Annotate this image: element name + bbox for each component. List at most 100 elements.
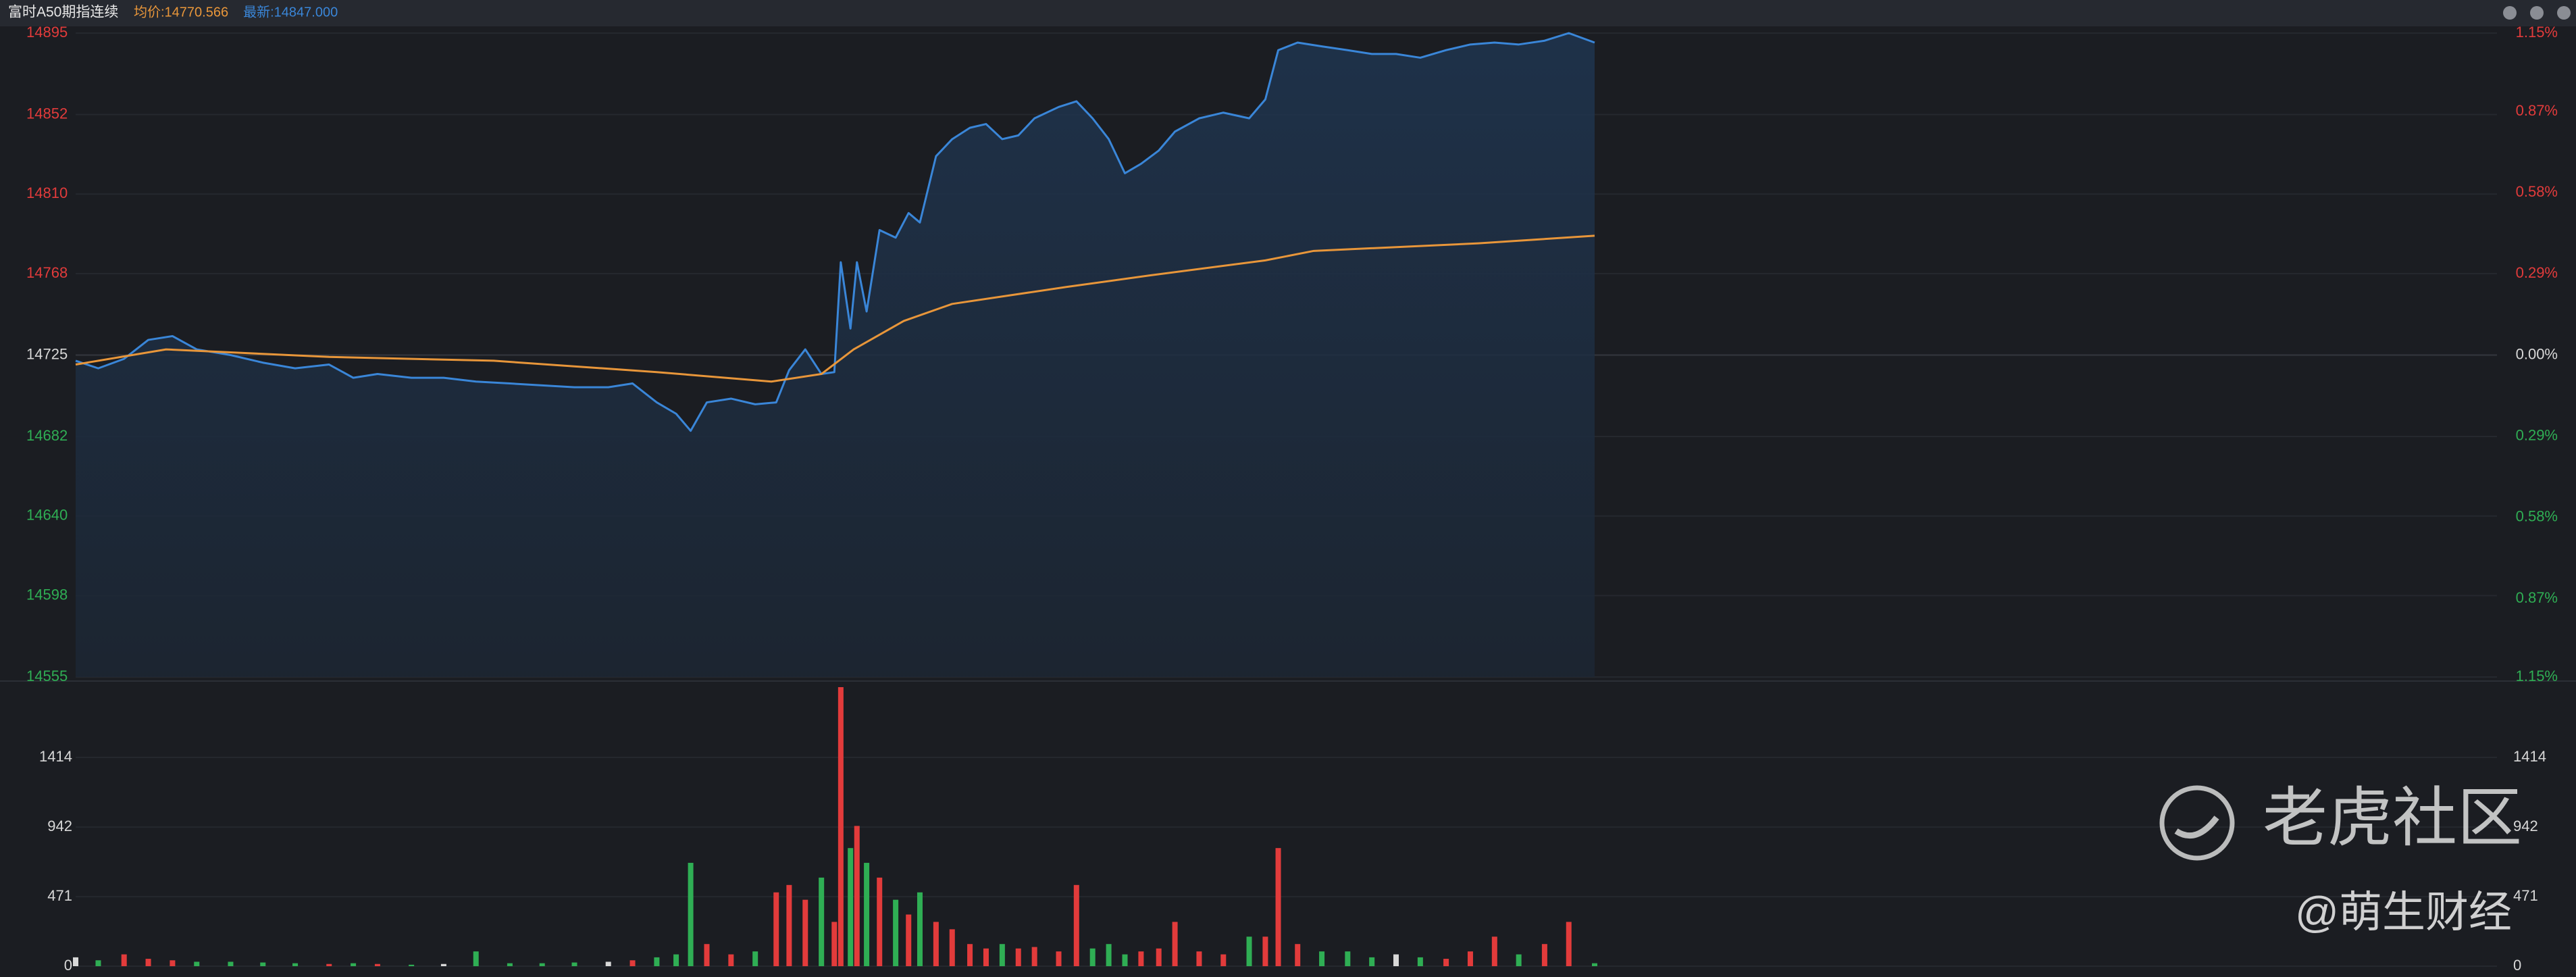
volume-tick-label: 1414 bbox=[39, 748, 72, 765]
volume-bar bbox=[1443, 959, 1449, 966]
volume-bar bbox=[1056, 951, 1062, 966]
volume-tick-label-right: 942 bbox=[2513, 818, 2538, 834]
volume-bar bbox=[688, 863, 694, 966]
volume-bar bbox=[1172, 922, 1178, 966]
volume-bar bbox=[1106, 944, 1112, 966]
volume-bar bbox=[440, 963, 446, 966]
chart-title: 富时A50期指连续 bbox=[8, 5, 118, 20]
volume-bar bbox=[374, 963, 380, 966]
volume-bar bbox=[1566, 922, 1572, 966]
header-bar bbox=[0, 0, 2576, 26]
y-tick-label: 14768 bbox=[26, 264, 68, 281]
volume-bar bbox=[1491, 936, 1497, 966]
volume-bar bbox=[571, 962, 577, 966]
y2-tick-label: 0.58% bbox=[2516, 183, 2558, 200]
volume-bar bbox=[73, 957, 78, 966]
volume-bar bbox=[864, 863, 870, 966]
settings-icon[interactable] bbox=[2557, 6, 2571, 20]
legend-entry: 最新:14847.000 bbox=[243, 4, 338, 20]
volume-bar bbox=[326, 963, 332, 966]
y-tick-label: 14640 bbox=[26, 507, 68, 524]
volume-bar bbox=[1122, 954, 1128, 966]
header-icons bbox=[2503, 6, 2571, 20]
volume-bar bbox=[1196, 951, 1202, 966]
volume-bar bbox=[1467, 951, 1473, 966]
y2-tick-label: 0.87% bbox=[2516, 589, 2558, 606]
y2-tick-label: 1.15% bbox=[2516, 668, 2558, 684]
y2-tick-label: 0.29% bbox=[2516, 426, 2558, 443]
watermark-logo-mark bbox=[2174, 816, 2219, 839]
volume-tick-label-right: 471 bbox=[2513, 887, 2538, 904]
y-tick-label: 14598 bbox=[26, 586, 68, 603]
y-tick-label: 14555 bbox=[26, 668, 68, 684]
volume-tick-label-right: 0 bbox=[2513, 957, 2521, 974]
volume-bar bbox=[983, 948, 989, 966]
watermark: 老虎社区 @萌生财经 bbox=[2159, 782, 2522, 936]
volume-tick-label: 471 bbox=[47, 887, 72, 904]
y2-tick-label: 0.00% bbox=[2516, 345, 2558, 362]
y2-tick-label: 0.87% bbox=[2516, 102, 2558, 119]
price-line bbox=[75, 32, 1595, 432]
volume-bar bbox=[1015, 948, 1021, 966]
volume-bar bbox=[802, 899, 808, 966]
volume-bar bbox=[854, 826, 860, 966]
volume-bar bbox=[704, 944, 710, 966]
volume-tick-label: 942 bbox=[47, 818, 72, 834]
volume-bar bbox=[1417, 957, 1423, 966]
volume-bar bbox=[773, 892, 779, 966]
y-tick-label: 14895 bbox=[26, 24, 68, 41]
volume-bar bbox=[673, 954, 679, 966]
volume-bar bbox=[1089, 948, 1096, 966]
volume-bar bbox=[1591, 963, 1597, 966]
volume-bar bbox=[507, 963, 513, 966]
volume-bar bbox=[1345, 951, 1351, 966]
volume-bar bbox=[838, 687, 844, 966]
volume-bar bbox=[831, 922, 838, 966]
volume-bar bbox=[1220, 954, 1227, 966]
volume-bar bbox=[605, 961, 611, 966]
volume-bar bbox=[1319, 951, 1325, 966]
volume-bar bbox=[629, 960, 636, 966]
volume-bar bbox=[1246, 936, 1252, 966]
volume-bar bbox=[194, 961, 200, 966]
watermark-logo bbox=[2159, 785, 2235, 861]
y-tick-label: 14682 bbox=[26, 427, 68, 444]
volume-bar bbox=[409, 964, 415, 966]
volume-bar bbox=[819, 877, 825, 966]
volume-bar bbox=[1541, 944, 1547, 966]
y2-tick-label: 1.15% bbox=[2516, 24, 2558, 41]
volume-bar bbox=[877, 877, 883, 966]
volume-bar bbox=[170, 960, 176, 966]
volume-bar bbox=[1295, 944, 1301, 966]
volume-bar bbox=[260, 962, 266, 966]
legend-entry: 均价:14770.566 bbox=[134, 4, 228, 20]
watermark-brand: 老虎社区 bbox=[2263, 782, 2522, 854]
watermark-author: @萌生财经 bbox=[2295, 888, 2512, 936]
volume-bar bbox=[848, 848, 854, 966]
volume-bar bbox=[1516, 954, 1522, 966]
zoom-out-icon[interactable] bbox=[2530, 6, 2544, 20]
volume-bar bbox=[228, 961, 234, 966]
volume-bar bbox=[292, 963, 299, 966]
volume-bar bbox=[473, 951, 479, 966]
y-tick-label: 14852 bbox=[26, 105, 68, 122]
volume-bar bbox=[539, 963, 545, 966]
volume-bar bbox=[967, 944, 973, 966]
volume-bar bbox=[1073, 884, 1079, 966]
volume-bar bbox=[1262, 936, 1268, 966]
volume-tick-label-right: 1414 bbox=[2513, 748, 2546, 765]
volume-bar bbox=[893, 899, 899, 966]
volume-bar bbox=[351, 963, 357, 966]
price-line-area bbox=[76, 33, 1595, 677]
volume-bar bbox=[933, 922, 939, 966]
volume-bar bbox=[917, 892, 923, 966]
y2-tick-label: 0.58% bbox=[2516, 508, 2558, 525]
average-line bbox=[75, 234, 1595, 383]
volume-bar bbox=[121, 954, 127, 966]
volume-bar bbox=[1275, 848, 1281, 966]
zoom-in-icon[interactable] bbox=[2503, 6, 2517, 20]
volume-bar bbox=[786, 884, 792, 966]
volume-bar bbox=[906, 914, 912, 966]
volume-bar bbox=[654, 957, 660, 966]
